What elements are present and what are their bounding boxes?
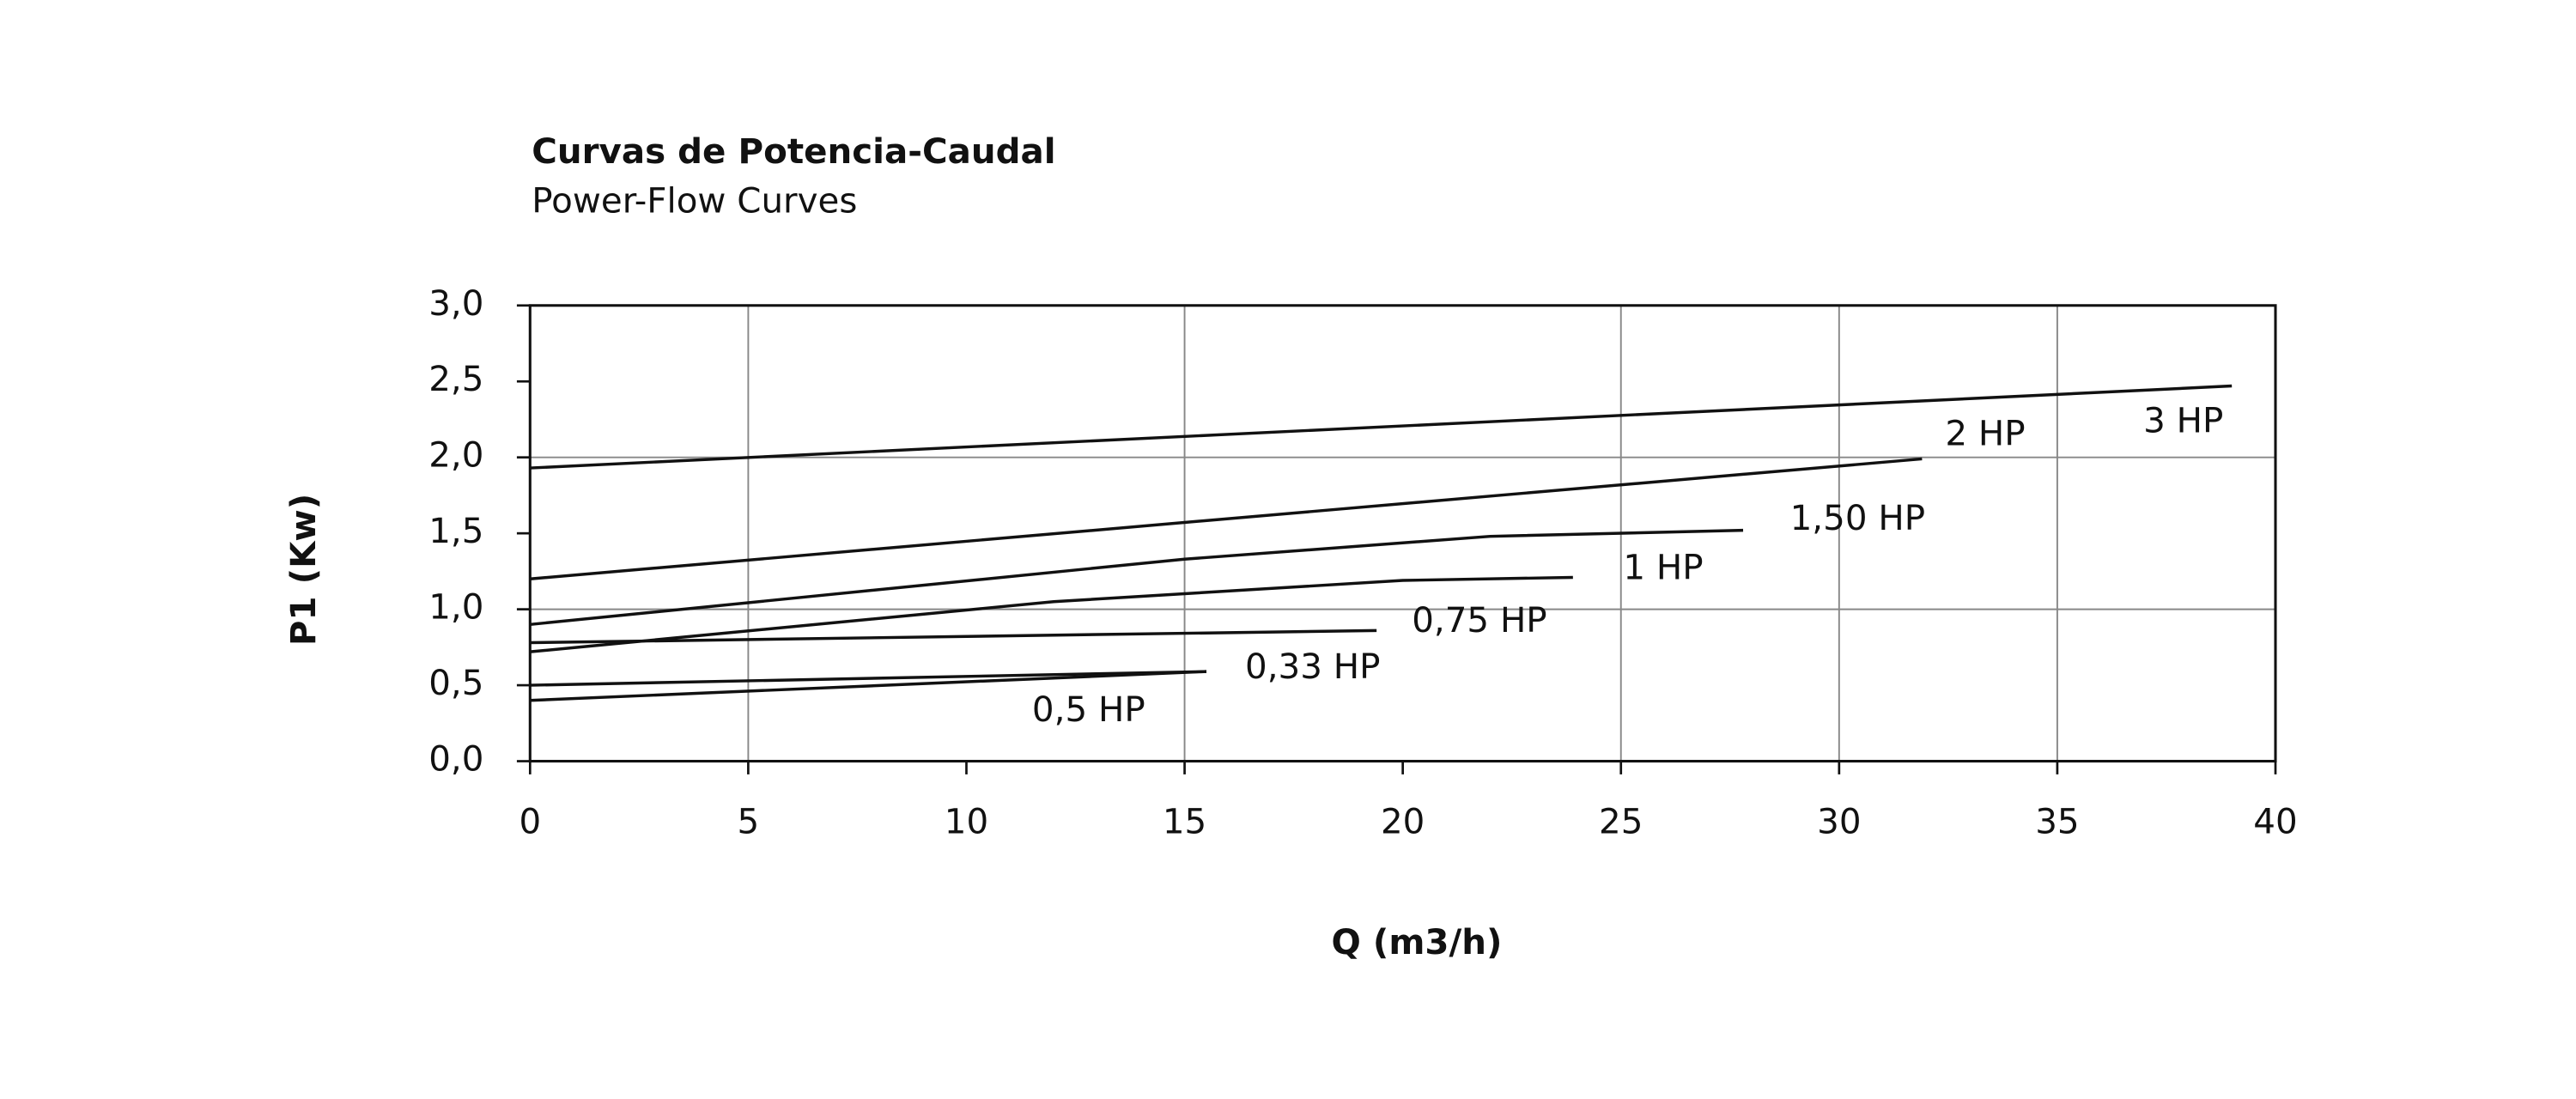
x-axis-label: Q (m3/h) <box>1332 922 1503 962</box>
power-curve <box>530 670 1207 702</box>
power-curve <box>530 670 1207 687</box>
x-tick-label: 40 <box>2253 802 2297 842</box>
series-label: 2 HP <box>1945 414 2025 454</box>
power-curve <box>530 528 1744 627</box>
y-tick-label: 1,0 <box>428 587 483 628</box>
series-label: 0,33 HP <box>1245 647 1380 687</box>
y-tick-label: 0,0 <box>428 739 483 780</box>
y-tick-label: 0,5 <box>428 663 483 703</box>
power-curve <box>530 575 1573 653</box>
x-tick-label: 5 <box>738 802 760 842</box>
x-tick-label: 30 <box>1817 802 1861 842</box>
power-curve <box>530 457 1923 580</box>
chart-title: Curvas de Potencia-Caudal <box>532 131 1055 172</box>
power-curve <box>530 628 1377 645</box>
x-tick-label: 10 <box>945 802 988 842</box>
series-label: 1 HP <box>1623 547 1703 587</box>
y-tick-label: 3,0 <box>428 283 483 324</box>
x-tick-label: 20 <box>1381 802 1425 842</box>
x-tick-label: 35 <box>2035 802 2079 842</box>
plot-frame <box>528 304 2277 763</box>
chart-subtitle: Power-Flow Curves <box>532 181 857 222</box>
series-label: 3 HP <box>2143 400 2223 440</box>
series-label: 0,5 HP <box>1032 689 1145 730</box>
y-tick-label: 2,0 <box>428 435 483 476</box>
y-tick-label: 1,5 <box>428 511 483 551</box>
series-label: 1,50 HP <box>1790 498 1925 538</box>
y-tick-label: 2,5 <box>428 359 483 399</box>
y-axis-label: P1 (Kw) <box>283 494 324 646</box>
power-curve <box>530 384 2233 470</box>
x-tick-label: 15 <box>1163 802 1206 842</box>
series-label: 0,75 HP <box>1412 600 1546 641</box>
x-tick-label: 0 <box>519 802 541 842</box>
x-tick-label: 25 <box>1599 802 1643 842</box>
